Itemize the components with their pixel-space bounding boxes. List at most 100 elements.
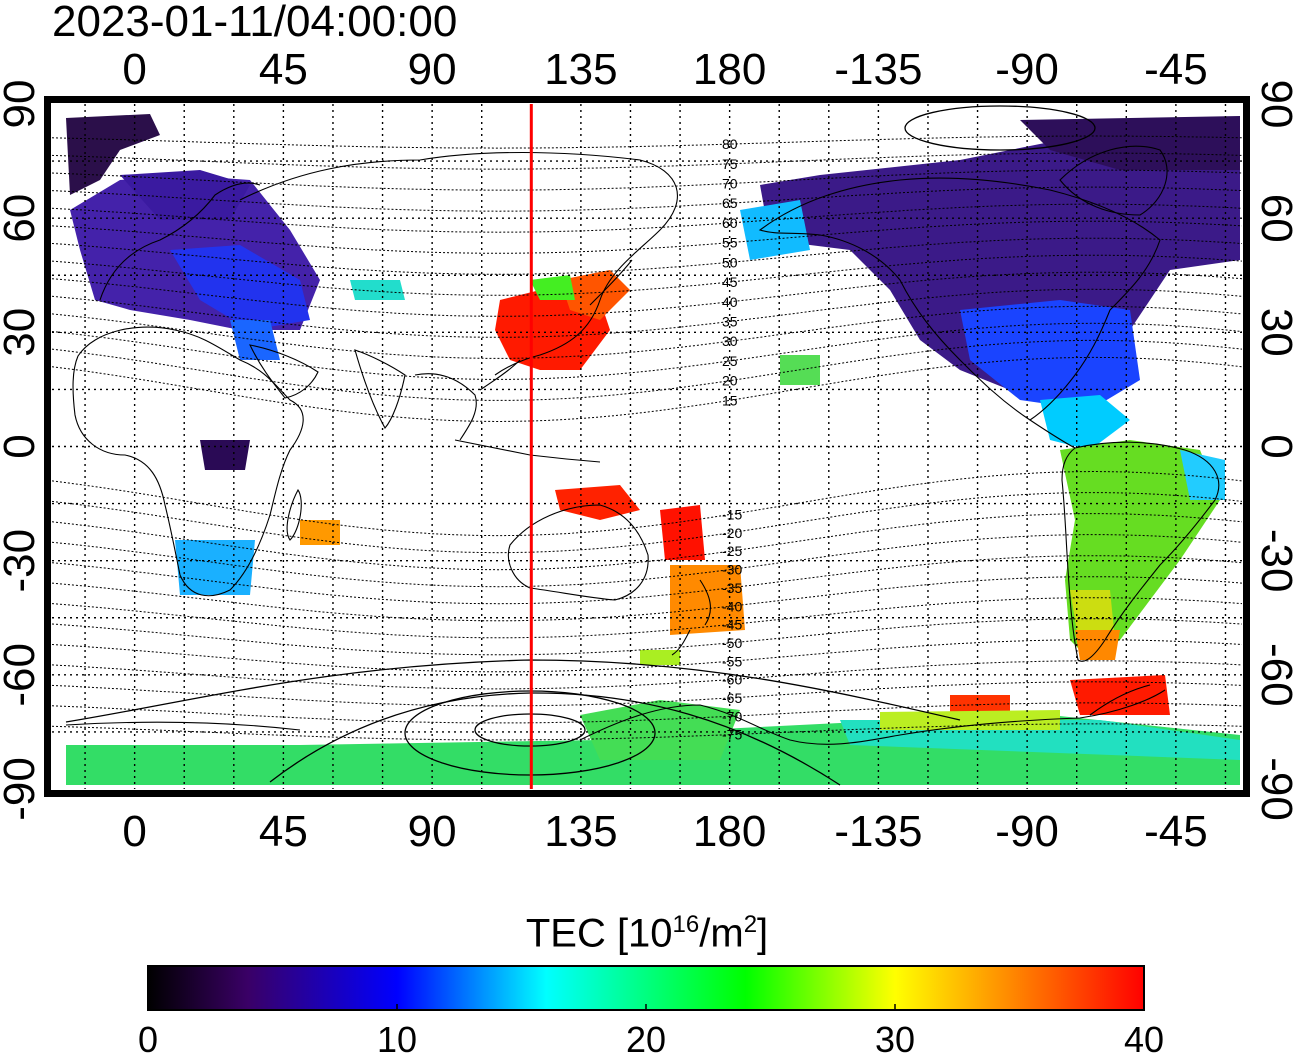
magnetic-latitude-label: -20 bbox=[722, 525, 742, 541]
longitude-tick-label: -45 bbox=[1144, 807, 1208, 856]
magnetic-latitude-line bbox=[52, 169, 1242, 191]
colorbar-title-close: ] bbox=[757, 911, 769, 956]
magnetic-latitude-label: -70 bbox=[722, 708, 742, 724]
longitude-tick-label: 180 bbox=[693, 807, 766, 856]
magnetic-latitude-label: 75 bbox=[722, 156, 738, 172]
longitude-tick-label: 180 bbox=[693, 45, 766, 94]
left-border-bar bbox=[44, 96, 50, 797]
magnetic-latitude-label: -50 bbox=[722, 635, 742, 651]
latitude-tick-label: 30 bbox=[0, 308, 44, 357]
longitude-tick-label: -135 bbox=[834, 45, 922, 94]
magnetic-latitude-label: 35 bbox=[722, 314, 738, 330]
latitude-tick-label: 0 bbox=[1252, 434, 1294, 458]
longitude-tick-label: -135 bbox=[834, 807, 922, 856]
tec-south-africa bbox=[175, 540, 255, 595]
latitude-tick-label: 90 bbox=[0, 80, 44, 129]
bottom-longitude-ticks: 0 45 90 135 180 -135 -90 -45 bbox=[122, 807, 1207, 856]
magnetic-latitude-label: 30 bbox=[722, 333, 738, 349]
magnetic-latitude-line bbox=[52, 639, 1242, 673]
left-latitude-ticks: 90 60 30 0 -30 -60 -90 bbox=[0, 80, 44, 821]
magnetic-latitude-line bbox=[52, 470, 1242, 537]
coast-arabia bbox=[249, 344, 319, 399]
magnetic-latitude-label: -45 bbox=[722, 617, 742, 633]
magnetic-latitude-label: -30 bbox=[722, 562, 742, 578]
magnetic-latitude-line bbox=[52, 271, 1242, 317]
magnetic-latitude-label: 20 bbox=[722, 373, 738, 389]
magnetic-latitude-label: 55 bbox=[722, 235, 738, 251]
tec-drake-red bbox=[1070, 675, 1170, 715]
longitude-tick-label: 0 bbox=[122, 45, 146, 94]
tec-africa-east bbox=[200, 440, 250, 470]
latitude-tick-label: -60 bbox=[1252, 643, 1294, 707]
coast-antarctic-peninsula bbox=[1089, 684, 1151, 716]
magnetic-latitude-line bbox=[52, 288, 1242, 338]
tec-south-pacific-red bbox=[950, 695, 1010, 712]
tec-central-america bbox=[1040, 395, 1130, 450]
magnetic-latitude-label: -75 bbox=[722, 727, 742, 743]
latitude-tick-label: -30 bbox=[0, 529, 44, 593]
coast-madagascar bbox=[286, 488, 302, 541]
tec-south-america-cyan bbox=[1180, 450, 1225, 500]
longitude-tick-label: -90 bbox=[995, 45, 1059, 94]
coast-antarctica bbox=[65, 689, 1166, 745]
tec-patagonia-orange bbox=[1075, 630, 1120, 660]
latitude-tick-label: 60 bbox=[1252, 194, 1294, 243]
colorbar-tick-label: 0 bbox=[138, 1019, 158, 1057]
coast-europe bbox=[99, 182, 261, 301]
longitude-tick-label: 45 bbox=[259, 45, 308, 94]
magnetic-latitude-line bbox=[52, 534, 1242, 588]
tec-antarctic-ross bbox=[580, 700, 740, 760]
latitude-tick-label: 30 bbox=[1252, 308, 1294, 357]
magnetic-latitude-label: -25 bbox=[722, 543, 742, 559]
magnetic-latitude-line bbox=[52, 618, 1242, 656]
coast-greenland bbox=[1059, 145, 1168, 216]
magnetic-latitude-line bbox=[52, 356, 1242, 423]
colorbar-title-text: TEC [10 bbox=[525, 911, 673, 956]
latitude-tick-label: -30 bbox=[1252, 529, 1294, 593]
magnetic-latitude-line bbox=[52, 723, 1242, 741]
tec-indonesia-red bbox=[555, 485, 640, 520]
right-border-bar bbox=[1244, 96, 1250, 797]
coast-north-america bbox=[758, 177, 1161, 421]
coast-new-zealand bbox=[671, 579, 711, 656]
map-title: 2023-01-11/04:00:00 bbox=[52, 0, 458, 46]
magnetic-latitude-line bbox=[52, 597, 1242, 639]
tec-north-america-blue bbox=[960, 300, 1140, 410]
coast-africa bbox=[72, 326, 304, 597]
magnetic-latitude-label: -65 bbox=[722, 690, 742, 706]
top-border-bar bbox=[50, 96, 1244, 102]
graticule bbox=[52, 104, 1242, 789]
longitude-tick-label: 45 bbox=[259, 807, 308, 856]
magnetic-latitude-line bbox=[52, 339, 1242, 401]
magnetic-latitude-label: 25 bbox=[722, 353, 738, 369]
magnetic-latitude-line bbox=[52, 152, 1242, 170]
tec-europe-dark bbox=[120, 170, 250, 220]
latitude-tick-label: 60 bbox=[0, 194, 44, 243]
tec-arctic-canada bbox=[1020, 116, 1240, 170]
magnetic-latitude-label: -35 bbox=[722, 580, 742, 596]
coast-south-america bbox=[1061, 441, 1220, 662]
colorbar-tick-label: 40 bbox=[1124, 1019, 1164, 1057]
longitude-tick-label: 135 bbox=[544, 45, 617, 94]
colorbar bbox=[147, 965, 1145, 1011]
magnetic-latitude-label: 45 bbox=[722, 274, 738, 290]
longitude-tick-label: 0 bbox=[122, 807, 146, 856]
colorbar-title-unit: /m bbox=[699, 911, 744, 956]
magnetic-latitude-label: 15 bbox=[722, 392, 738, 408]
magnetic-latitude-line bbox=[52, 492, 1242, 554]
longitude-tick-label: -45 bbox=[1144, 45, 1208, 94]
coast-central-america bbox=[1029, 419, 1076, 449]
magnetic-latitude-label: 70 bbox=[722, 176, 738, 192]
magnetic-latitude-line bbox=[52, 254, 1242, 296]
coast-eurasia-north bbox=[239, 151, 678, 376]
magnetic-latitude-line bbox=[52, 305, 1242, 359]
colorbar-title: TEC [1016/m2] bbox=[0, 902, 1294, 956]
magnetic-latitude-labels: 80 75 70 65 60 55 50 45 40 35 30 25 20 15 -15 -20 -25 -30… bbox=[722, 136, 742, 743]
magnetic-latitude-line bbox=[52, 186, 1242, 212]
latitude-tick-label: 90 bbox=[1252, 80, 1294, 129]
colorbar-tick-label: 10 bbox=[377, 1019, 417, 1057]
magnetic-latitude-line bbox=[52, 681, 1242, 707]
latitude-tick-label: -90 bbox=[0, 757, 44, 821]
tec-nz-red bbox=[660, 505, 705, 560]
